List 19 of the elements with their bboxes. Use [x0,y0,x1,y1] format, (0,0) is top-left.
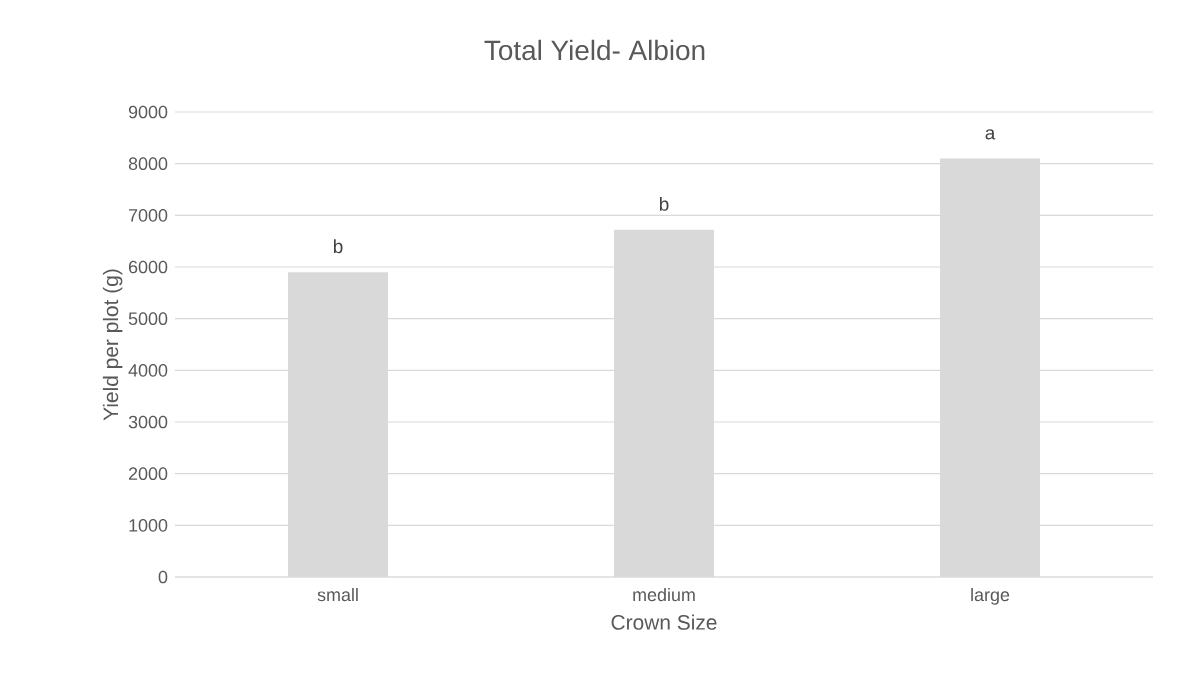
y-tick-label: 7000 [128,208,168,222]
y-tick-label: 3000 [128,415,168,429]
chart-title: Total Yield- Albion [484,39,705,61]
x-tick-label: small [317,588,358,602]
y-tick-label: 0 [158,570,168,584]
y-tick-label: 4000 [128,363,168,377]
annotation: b [333,239,343,254]
x-tick-label: large [971,588,1010,605]
y-tick-label: 8000 [128,157,168,171]
y-tick-label: 5000 [128,312,168,326]
annotation: a [985,129,996,140]
y-tick-label: 1000 [129,518,168,532]
x-tick-label: medium [633,588,695,602]
y-tick-label: 2000 [128,467,168,481]
annotation: b [659,196,669,211]
y-axis-title: Yield per plot (g) [102,269,123,421]
y-tick-label: 6000 [128,260,168,274]
y-tick-label: 9000 [128,105,168,119]
x-axis-title: Crown Size [611,614,717,630]
